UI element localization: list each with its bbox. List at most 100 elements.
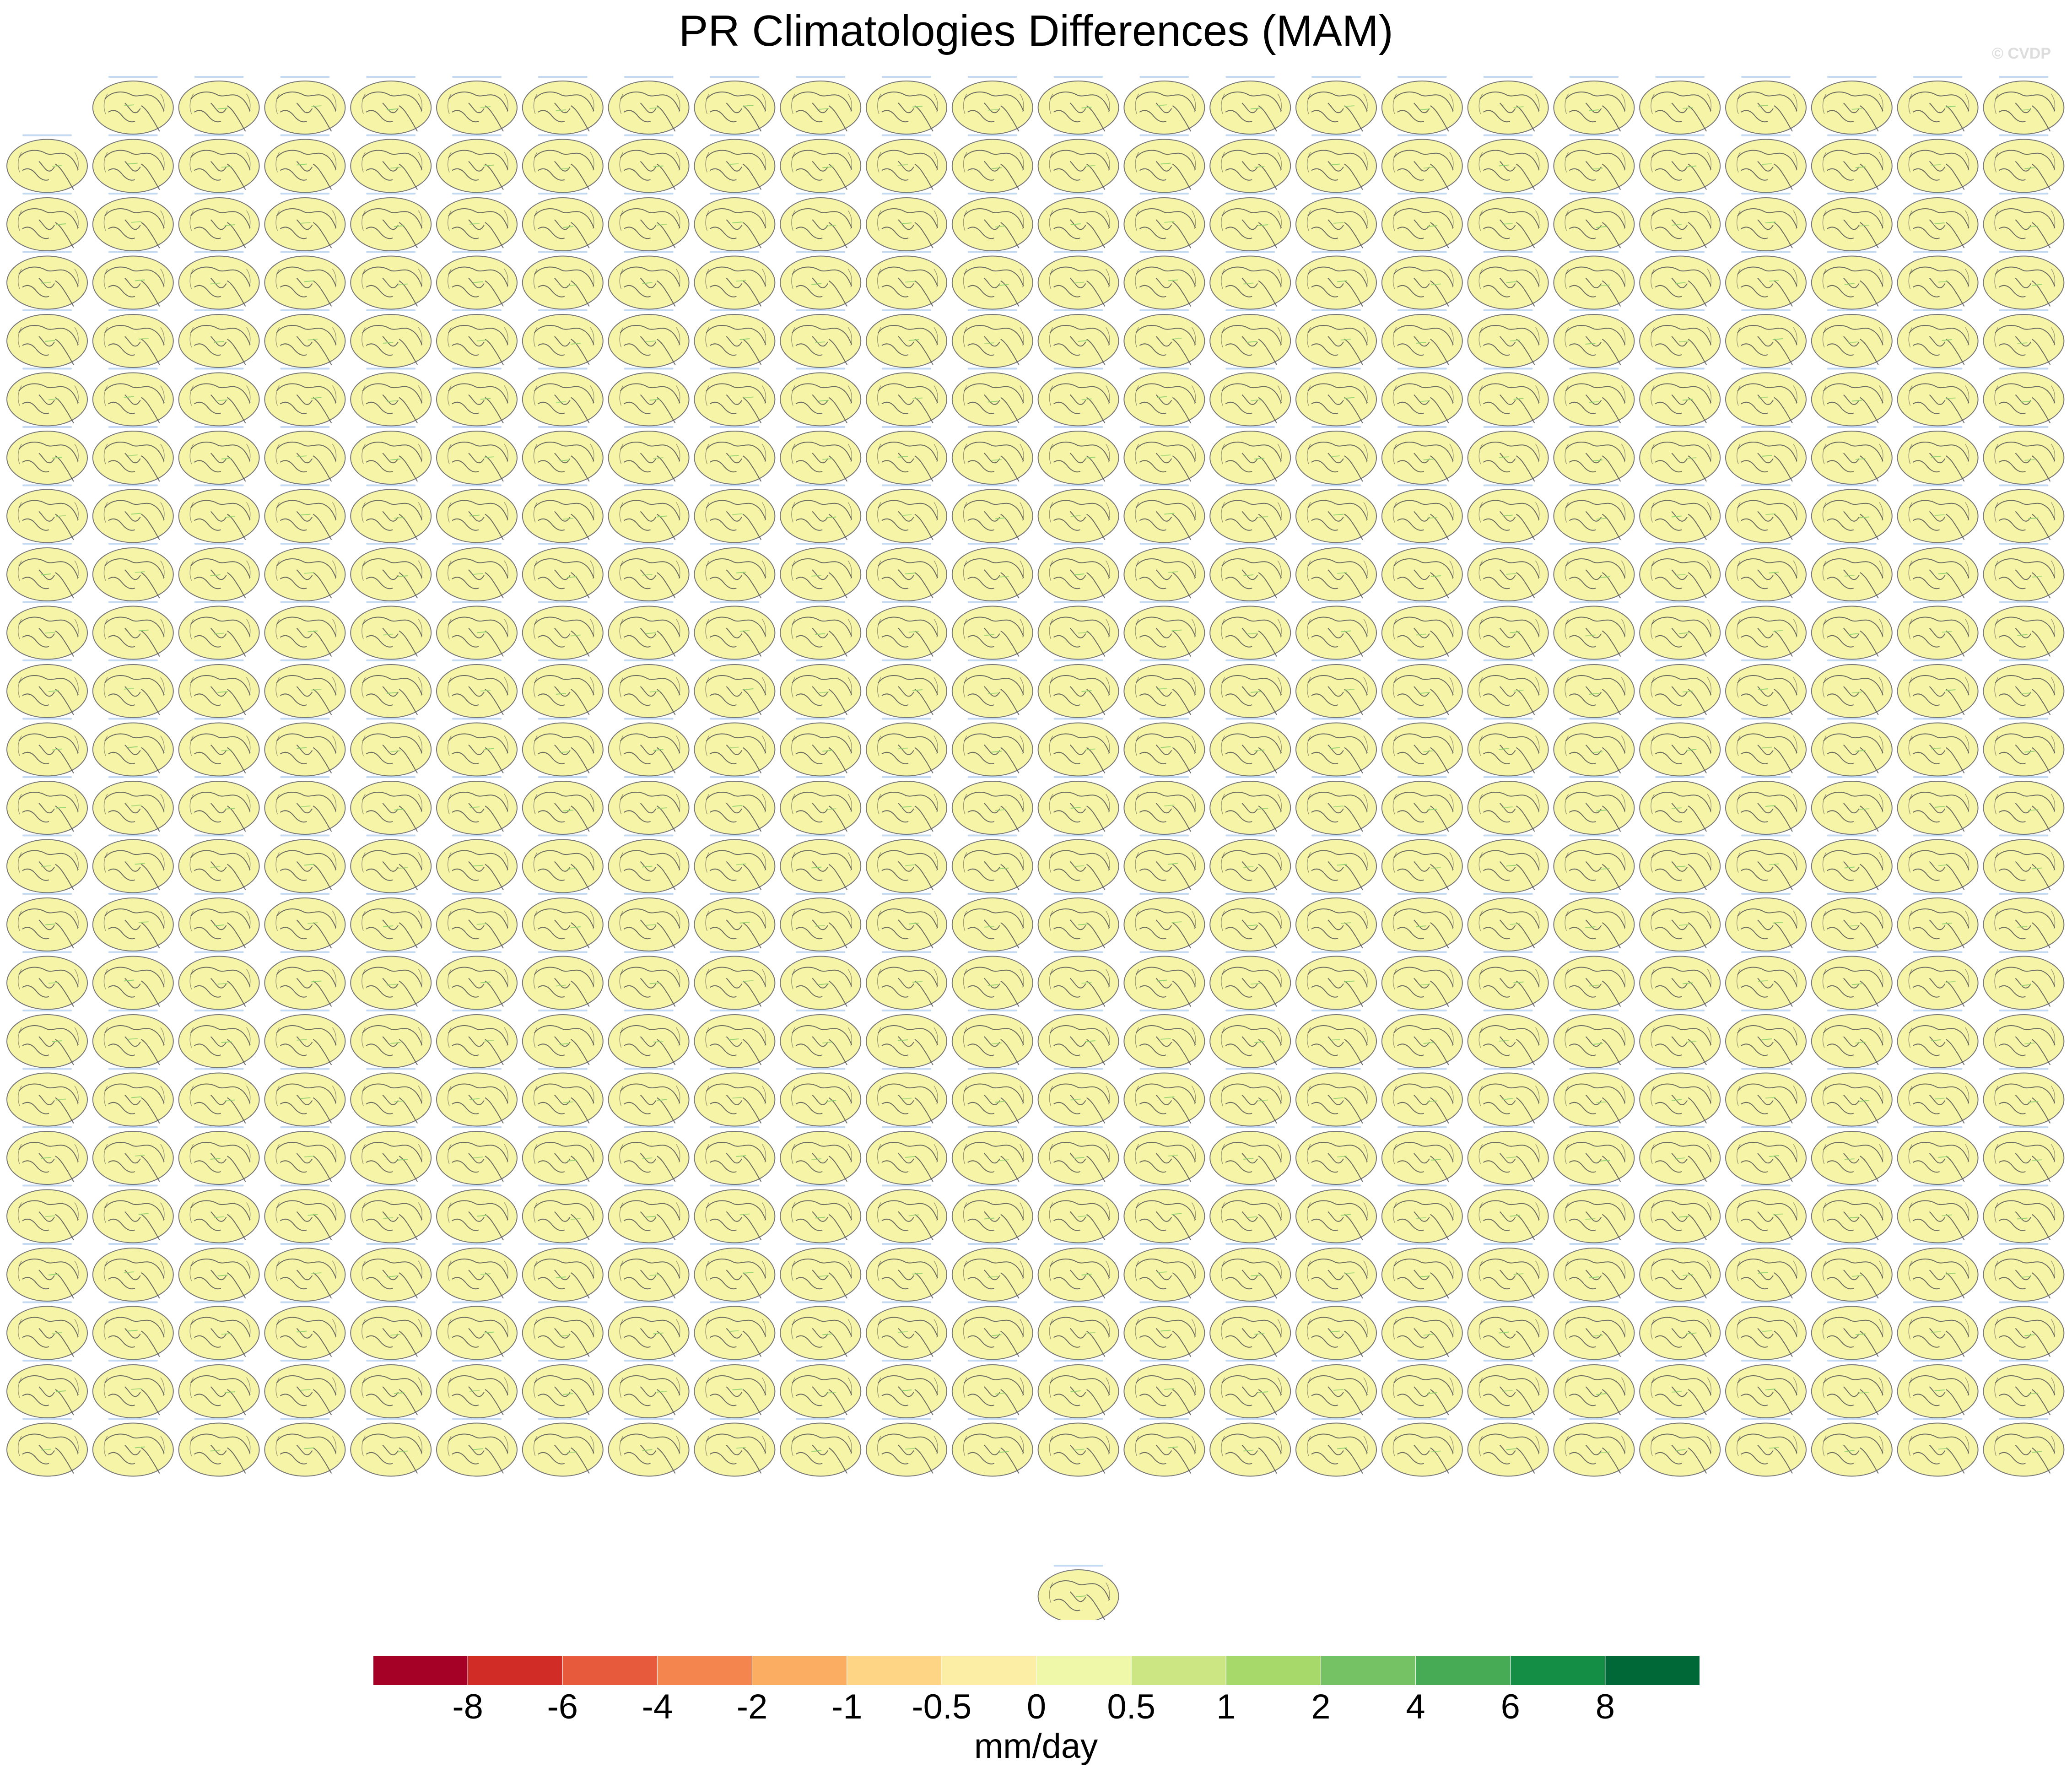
map-panel — [350, 134, 432, 193]
coastline-secondary — [1049, 1319, 1110, 1340]
coastline-secondary — [1565, 269, 1626, 289]
coastline — [1221, 92, 1282, 132]
precip-anomaly-mark — [743, 396, 754, 399]
coastline — [1823, 383, 1883, 424]
panel-title-label — [882, 1184, 931, 1187]
panel-title-label — [1999, 426, 2049, 428]
coastline — [1393, 1142, 1454, 1182]
coastline-secondary — [1049, 210, 1110, 231]
coastline-secondary — [1392, 852, 1454, 873]
coastline — [104, 325, 165, 365]
coastline — [1393, 266, 1454, 307]
coastline-secondary — [877, 852, 938, 873]
panel-title-label — [1053, 1243, 1103, 1245]
map-panel — [1123, 134, 1205, 193]
map-ellipse — [1295, 897, 1377, 951]
coastline — [448, 1433, 508, 1474]
precip-anomaly-mark — [1164, 513, 1175, 515]
map-ellipse — [694, 781, 776, 835]
map-panel — [178, 659, 260, 718]
coastline-secondary — [1994, 1436, 2056, 1456]
panel-title-label — [366, 1010, 416, 1011]
map-ellipse — [951, 1422, 1033, 1477]
coastline — [1307, 150, 1368, 190]
precip-anomaly-mark — [1934, 514, 1945, 516]
precip-anomaly-mark — [1679, 924, 1689, 926]
map-panel — [1381, 134, 1463, 193]
map-panel — [1467, 426, 1549, 485]
precip-anomaly-mark — [1157, 1271, 1167, 1273]
map-ellipse — [866, 1131, 947, 1185]
precip-anomaly-mark — [1675, 1157, 1686, 1159]
map-ellipse — [1295, 81, 1377, 135]
precip-anomaly-mark — [1765, 222, 1776, 223]
panel-title-label — [452, 484, 502, 486]
coastline — [1135, 558, 1196, 599]
coastline-secondary — [189, 443, 251, 465]
map-ellipse — [1725, 781, 1807, 835]
precip-anomaly-mark — [1070, 515, 1081, 517]
panel-title-label — [1569, 834, 1619, 837]
panel-title-label — [22, 309, 72, 311]
map-panel — [1897, 1068, 1979, 1127]
coastline — [190, 1317, 251, 1357]
coastline-secondary — [361, 794, 422, 815]
colorbar-swatch — [847, 1655, 942, 1686]
coastline — [362, 908, 423, 949]
coastline — [534, 1375, 594, 1416]
coastline-secondary — [447, 443, 508, 465]
map-ellipse — [694, 722, 776, 777]
map-ellipse — [1209, 1131, 1291, 1185]
map-ellipse — [1381, 1306, 1463, 1360]
map-panel — [1983, 134, 2065, 193]
map-panel — [1295, 1126, 1377, 1185]
panel-title-label — [452, 1126, 502, 1128]
map-panel — [1639, 543, 1721, 601]
coastline-secondary — [1135, 1086, 1196, 1106]
map-ellipse — [6, 197, 88, 251]
precip-anomaly-mark — [1340, 1214, 1351, 1216]
precip-anomaly-mark — [1844, 1450, 1855, 1452]
coastline-secondary — [1049, 93, 1110, 114]
map-panel — [1381, 193, 1463, 251]
precip-anomaly-mark — [55, 807, 66, 809]
map-panel — [1553, 601, 1635, 660]
coastline — [1909, 1375, 1969, 1416]
precip-anomaly-mark — [2032, 867, 2042, 870]
map-panel — [92, 1418, 174, 1477]
precip-anomaly-mark — [897, 1039, 908, 1041]
panel-title-label — [280, 193, 330, 195]
panel-title-label — [1741, 718, 1791, 720]
map-panel — [780, 251, 862, 310]
precip-anomaly-mark — [1168, 571, 1178, 573]
panel-title-label — [538, 1418, 588, 1420]
coastline-secondary — [1306, 269, 1368, 289]
coastline-secondary — [963, 385, 1024, 406]
map-panel — [1123, 1126, 1205, 1185]
panel-title-label — [1999, 251, 2049, 253]
coastline — [878, 733, 938, 774]
coastline-secondary — [1306, 560, 1368, 581]
panel-title-label — [1483, 484, 1533, 486]
panel-title-label — [538, 193, 588, 195]
precip-anomaly-mark — [567, 576, 577, 578]
map-ellipse — [350, 197, 432, 251]
panel-title-label — [796, 484, 846, 486]
precip-anomaly-mark — [124, 104, 134, 106]
map-panel — [1037, 1126, 1119, 1185]
map-ellipse — [1123, 1306, 1205, 1360]
map-ellipse — [951, 1306, 1033, 1360]
map-panel — [608, 1184, 690, 1243]
map-panel — [436, 309, 518, 368]
coastline — [190, 150, 251, 190]
map-panel — [1553, 76, 1635, 135]
precip-anomaly-mark — [44, 340, 55, 342]
panel-title-label — [1225, 543, 1275, 545]
panel-title-label — [194, 367, 244, 370]
coastline-secondary — [189, 210, 251, 231]
coastline — [276, 1142, 337, 1182]
precip-anomaly-mark — [912, 106, 923, 108]
coastline-secondary — [1822, 1144, 1883, 1165]
panel-title-label — [1913, 659, 1963, 661]
map-ellipse — [178, 255, 260, 310]
